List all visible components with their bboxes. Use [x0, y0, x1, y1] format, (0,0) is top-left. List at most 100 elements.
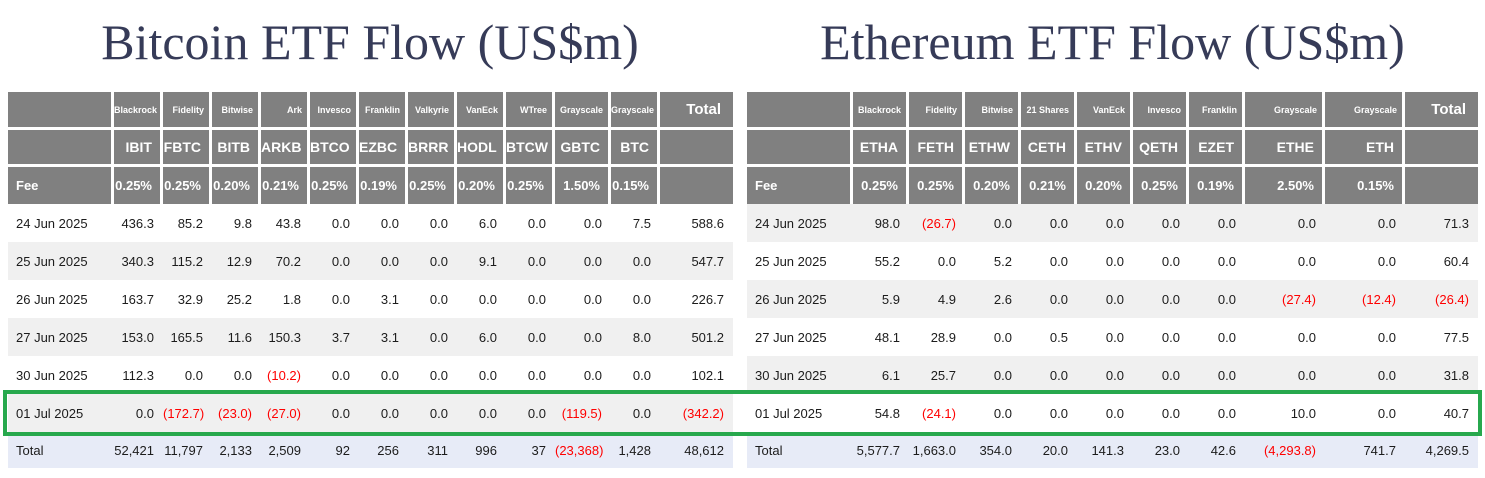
- value-cell: 0.0: [1133, 356, 1189, 394]
- value-cell: 0.0: [965, 356, 1021, 394]
- ticker-header-cell: GBTC: [555, 130, 611, 167]
- value-cell: 165.5: [163, 318, 212, 356]
- value-cell: 0.0: [1189, 204, 1245, 242]
- fee-value-cell: 0.20%: [212, 167, 261, 204]
- ethereum-table-title: Ethereum ETF Flow (US$m): [820, 14, 1405, 70]
- value-cell: 0.0: [506, 204, 555, 242]
- total-row-label: Total: [8, 432, 114, 468]
- date-cell: 27 Jun 2025: [8, 318, 114, 356]
- value-cell: 5.9: [853, 280, 909, 318]
- value-cell: 0.0: [408, 394, 457, 432]
- row-total-cell: 588.6: [660, 204, 733, 242]
- value-cell: 0.0: [310, 204, 359, 242]
- value-cell: 6.0: [457, 204, 506, 242]
- fee-value-cell: 0.25%: [408, 167, 457, 204]
- ticker-header-cell: EZBC: [359, 130, 408, 167]
- fee-value-cell: 0.19%: [359, 167, 408, 204]
- value-cell: 0.0: [506, 318, 555, 356]
- value-cell: 3.1: [359, 318, 408, 356]
- fee-value-cell: 0.25%: [114, 167, 163, 204]
- ticker-header-cell: CETH: [1021, 130, 1077, 167]
- total-value-cell: 92: [310, 432, 359, 468]
- row-total-cell: 77.5: [1405, 318, 1478, 356]
- value-cell: 153.0: [114, 318, 163, 356]
- value-cell: 0.0: [310, 394, 359, 432]
- value-cell: 0.0: [611, 280, 660, 318]
- fee-value-cell: 0.21%: [261, 167, 310, 204]
- tables-row: Blackrock Fidelity Bitwise Ark Invesco Frankl…: [0, 92, 1485, 468]
- total-value-cell: 996: [457, 432, 506, 468]
- grand-total-cell: 4,269.5: [1405, 432, 1478, 468]
- issuer-header-cell: Grayscale: [1325, 92, 1405, 130]
- corner-cell: [8, 92, 114, 130]
- value-cell: 9.1: [457, 242, 506, 280]
- value-cell: 54.8: [853, 394, 909, 432]
- table-row: 25 Jun 2025 340.3 115.2 12.9 70.2 0.0 0.0 0.0 9.…: [8, 242, 733, 280]
- value-cell: 0.0: [611, 242, 660, 280]
- ticker-header-cell: FETH: [909, 130, 965, 167]
- value-cell: 163.7: [114, 280, 163, 318]
- ticker-header-row: ETHA FETH ETHW CETH ETHV QETH EZET ETHE ETH: [747, 130, 1478, 167]
- grand-total-cell: 48,612: [660, 432, 733, 468]
- value-cell: 0.0: [1189, 280, 1245, 318]
- total-value-cell: 2,133: [212, 432, 261, 468]
- value-cell: 0.0: [1133, 242, 1189, 280]
- value-cell: 0.0: [1325, 318, 1405, 356]
- total-value-cell: 37: [506, 432, 555, 468]
- ticker-header-cell: BTCO: [310, 130, 359, 167]
- value-cell: 25.7: [909, 356, 965, 394]
- value-cell: 0.0: [1189, 318, 1245, 356]
- value-cell: 0.0: [1325, 242, 1405, 280]
- ticker-header-cell: ETHE: [1245, 130, 1325, 167]
- table-row: 26 Jun 2025 163.7 32.9 25.2 1.8 0.0 3.1 0.0 0.0 0…: [8, 280, 733, 318]
- issuer-header-cell: Franklin: [359, 92, 408, 130]
- value-cell: 0.0: [965, 204, 1021, 242]
- issuer-header-cell: Grayscale: [555, 92, 611, 130]
- value-cell: 0.0: [1325, 356, 1405, 394]
- value-cell: 0.0: [408, 280, 457, 318]
- value-cell: 0.0: [506, 356, 555, 394]
- value-cell: 0.0: [408, 204, 457, 242]
- value-cell: 0.0: [555, 242, 611, 280]
- date-cell: 24 Jun 2025: [8, 204, 114, 242]
- issuer-header-cell: Invesco: [1133, 92, 1189, 130]
- fee-value-cell: 0.25%: [163, 167, 212, 204]
- value-cell: 115.2: [163, 242, 212, 280]
- total-value-cell: 20.0: [1021, 432, 1077, 468]
- date-cell: 01 Jul 2025: [8, 394, 114, 432]
- issuer-header-cell: Bitwise: [212, 92, 261, 130]
- date-cell: 25 Jun 2025: [747, 242, 853, 280]
- row-total-cell: 547.7: [660, 242, 733, 280]
- ticker-header-cell: BITB: [212, 130, 261, 167]
- value-cell: 0.0: [1077, 318, 1133, 356]
- value-cell: 0.0: [408, 356, 457, 394]
- value-cell: 0.0: [408, 242, 457, 280]
- issuer-header-cell: VanEck: [457, 92, 506, 130]
- table-row: 26 Jun 2025 5.9 4.9 2.6 0.0 0.0 0.0 0.0 (27.4) (1…: [747, 280, 1478, 318]
- fee-value-cell: 0.25%: [853, 167, 909, 204]
- highlighted-row: 01 Jul 2025 54.8 (24.1) 0.0 0.0 0.0 0.0 0.0 10.0…: [747, 394, 1478, 432]
- total-value-cell: 311: [408, 432, 457, 468]
- total-value-cell: 1,663.0: [909, 432, 965, 468]
- value-cell: 0.0: [1133, 318, 1189, 356]
- row-total-cell: (342.2): [660, 394, 733, 432]
- value-cell: 0.0: [457, 280, 506, 318]
- total-row: Total 5,577.7 1,663.0 354.0 20.0 141.3 23.0 42.…: [747, 432, 1478, 468]
- total-value-cell: 741.7: [1325, 432, 1405, 468]
- value-cell: 0.0: [359, 204, 408, 242]
- total-column-header: Total: [1405, 92, 1478, 130]
- value-cell: (12.4): [1325, 280, 1405, 318]
- fee-value-cell: 0.20%: [1077, 167, 1133, 204]
- value-cell: 12.9: [212, 242, 261, 280]
- value-cell: 0.0: [555, 204, 611, 242]
- value-cell: 1.8: [261, 280, 310, 318]
- fee-value-cell: 0.19%: [1189, 167, 1245, 204]
- value-cell: 0.0: [965, 318, 1021, 356]
- issuer-header-cell: 21 Shares: [1021, 92, 1077, 130]
- issuer-header-cell: Ark: [261, 92, 310, 130]
- empty-header-cell: [660, 167, 733, 204]
- issuer-header-cell: Valkyrie: [408, 92, 457, 130]
- value-cell: 0.0: [1021, 280, 1077, 318]
- table-row: 30 Jun 2025 6.1 25.7 0.0 0.0 0.0 0.0 0.0 0.0 0.0 3…: [747, 356, 1478, 394]
